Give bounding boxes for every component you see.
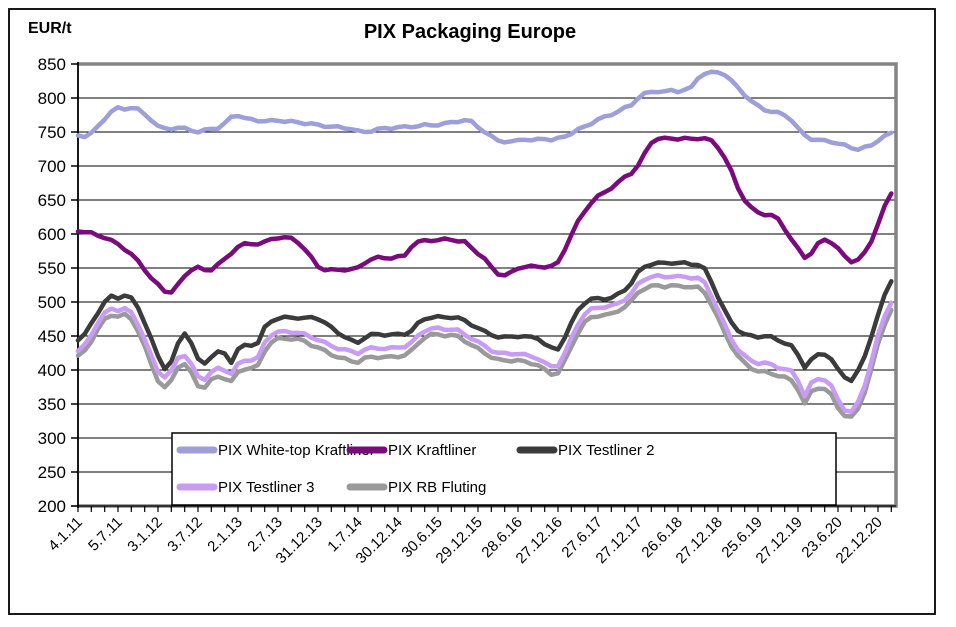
y-axis-unit-label: EUR/t — [28, 20, 72, 37]
legend-label-pix-testliner-3: PIX Testliner 3 — [218, 479, 314, 496]
y-tick-label-400: 400 — [38, 361, 66, 380]
y-tick-label-500: 500 — [38, 293, 66, 312]
x-tick-label-5-7-11: 5.7.11 — [85, 514, 126, 555]
chart-border — [8, 8, 936, 615]
legend-label-pix-testliner-2: PIX Testliner 2 — [558, 442, 654, 459]
y-tick-label-700: 700 — [38, 157, 66, 176]
series-line-pix-testliner-3 — [75, 272, 894, 415]
y-tick-label-600: 600 — [38, 225, 66, 244]
y-tick-label-800: 800 — [38, 89, 66, 108]
series-line-pix-rb-fluting — [75, 283, 894, 419]
x-tick-label-2-1-13: 2.1.13 — [204, 514, 246, 556]
legend-label-pix-kraftliner: PIX Kraftliner — [388, 442, 476, 459]
y-tick-label-450: 450 — [38, 327, 66, 346]
y-tick-label-650: 650 — [38, 191, 66, 210]
chart-title: PIX Packaging Europe — [364, 21, 576, 43]
x-tick-label-4-1-11: 4.1.11 — [45, 514, 86, 555]
series-line-pix-kraftliner — [75, 135, 894, 295]
y-tick-label-250: 250 — [38, 463, 66, 482]
x-tick-label-3-7-12: 3.7.12 — [164, 514, 206, 556]
y-tick-label-200: 200 — [38, 497, 66, 516]
series-line-pix-testliner-2 — [75, 260, 894, 384]
y-tick-label-550: 550 — [38, 259, 66, 278]
legend — [171, 432, 837, 506]
series-line-pix-white-top-kraftliner — [75, 69, 894, 153]
y-tick-label-300: 300 — [38, 429, 66, 448]
x-tick-label-3-1-12: 3.1.12 — [124, 514, 166, 556]
legend-label-pix-rb-fluting: PIX RB Fluting — [388, 479, 486, 496]
y-tick-label-750: 750 — [38, 123, 66, 142]
y-tick-label-850: 850 — [38, 55, 66, 74]
y-tick-label-350: 350 — [38, 395, 66, 414]
legend-label-pix-white-top-kraftliner: PIX White-top Kraftliner — [218, 442, 375, 459]
